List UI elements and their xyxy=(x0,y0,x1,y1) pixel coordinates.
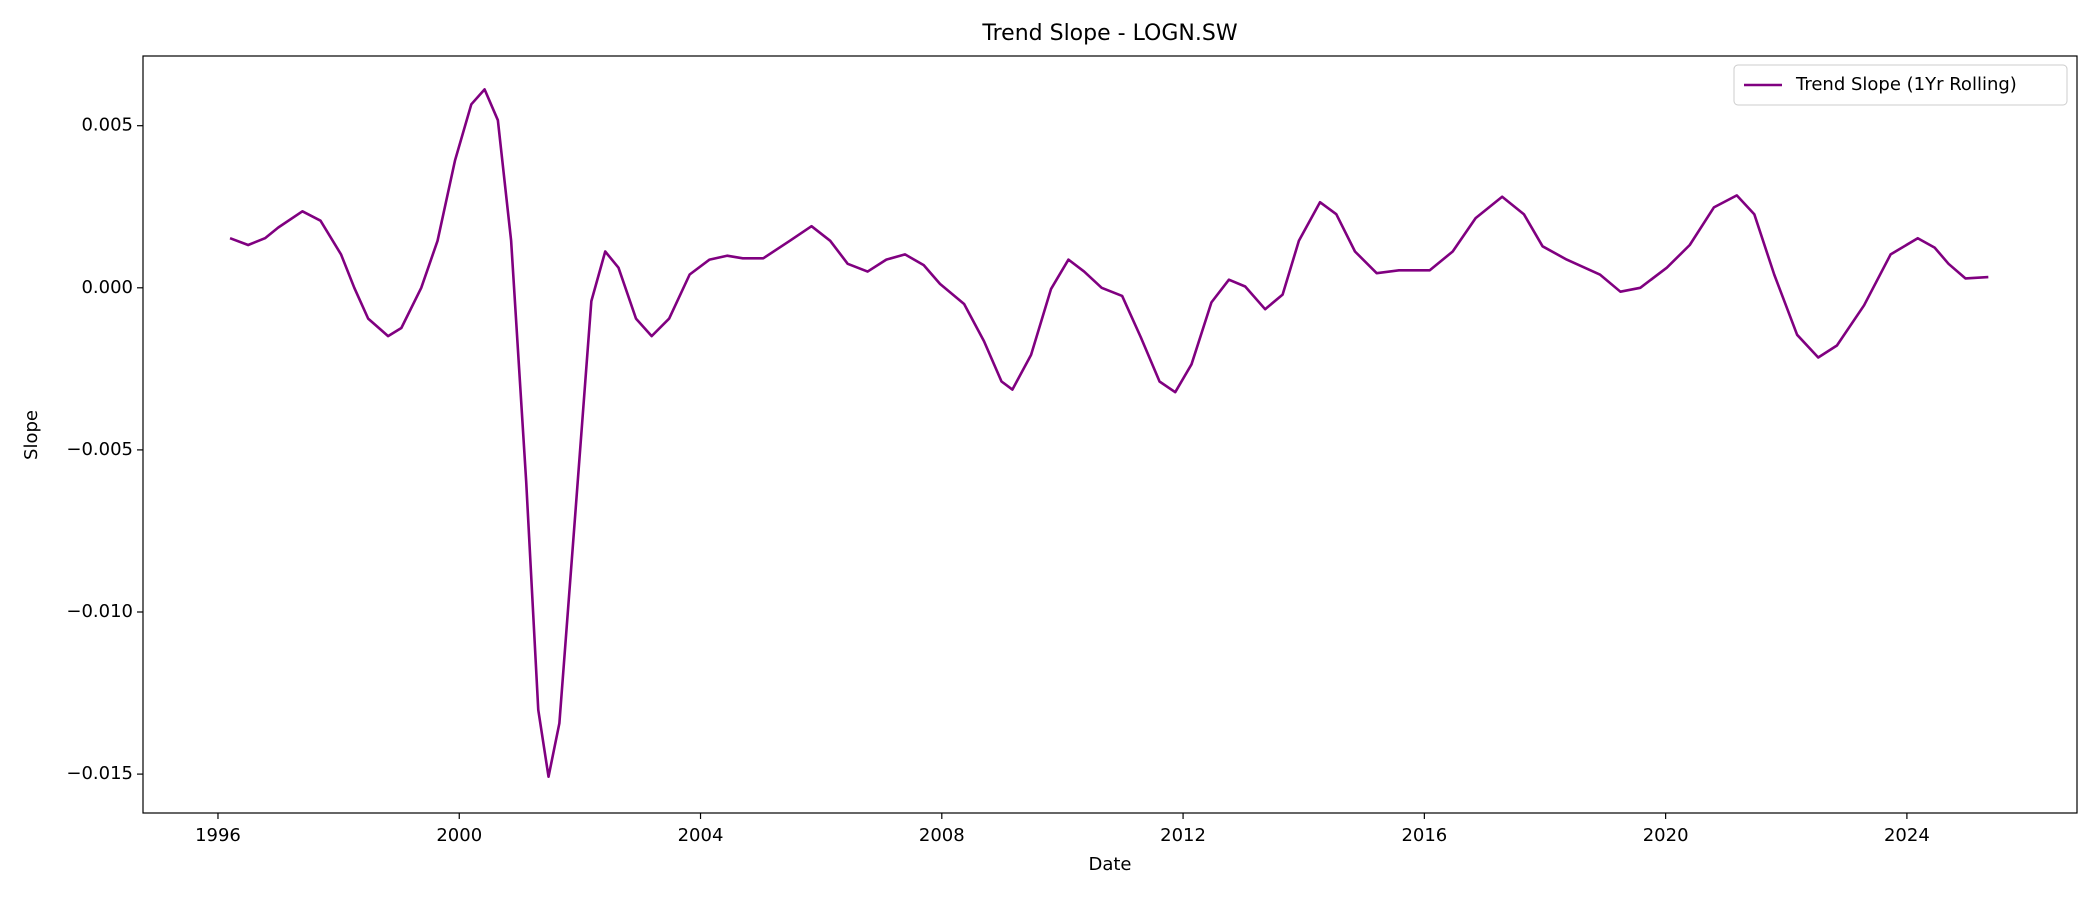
legend-label: Trend Slope (1Yr Rolling) xyxy=(1795,74,2017,95)
x-axis-label: Date xyxy=(1088,854,1131,875)
y-tick-label: −0.010 xyxy=(66,601,133,622)
y-tick-label: 0.000 xyxy=(81,277,133,298)
x-tick-label: 2024 xyxy=(1884,825,1930,846)
x-tick-label: 2004 xyxy=(678,825,724,846)
y-tick-label: −0.005 xyxy=(66,439,133,460)
x-tick-label: 1996 xyxy=(195,825,241,846)
x-tick-label: 2012 xyxy=(1160,825,1206,846)
chart-title: Trend Slope - LOGN.SW xyxy=(981,21,1237,46)
legend-box xyxy=(1733,64,2068,106)
y-tick-label: −0.015 xyxy=(66,763,133,784)
y-axis-label: Slope xyxy=(21,410,42,460)
x-tick-label: 2000 xyxy=(436,825,482,846)
y-tick-label: 0.005 xyxy=(81,115,133,136)
line-series xyxy=(229,88,1989,778)
x-tick-label: 2008 xyxy=(919,825,965,846)
x-tick-label: 2016 xyxy=(1401,825,1447,846)
plot-frame xyxy=(142,55,2078,814)
x-tick-label: 2020 xyxy=(1643,825,1689,846)
